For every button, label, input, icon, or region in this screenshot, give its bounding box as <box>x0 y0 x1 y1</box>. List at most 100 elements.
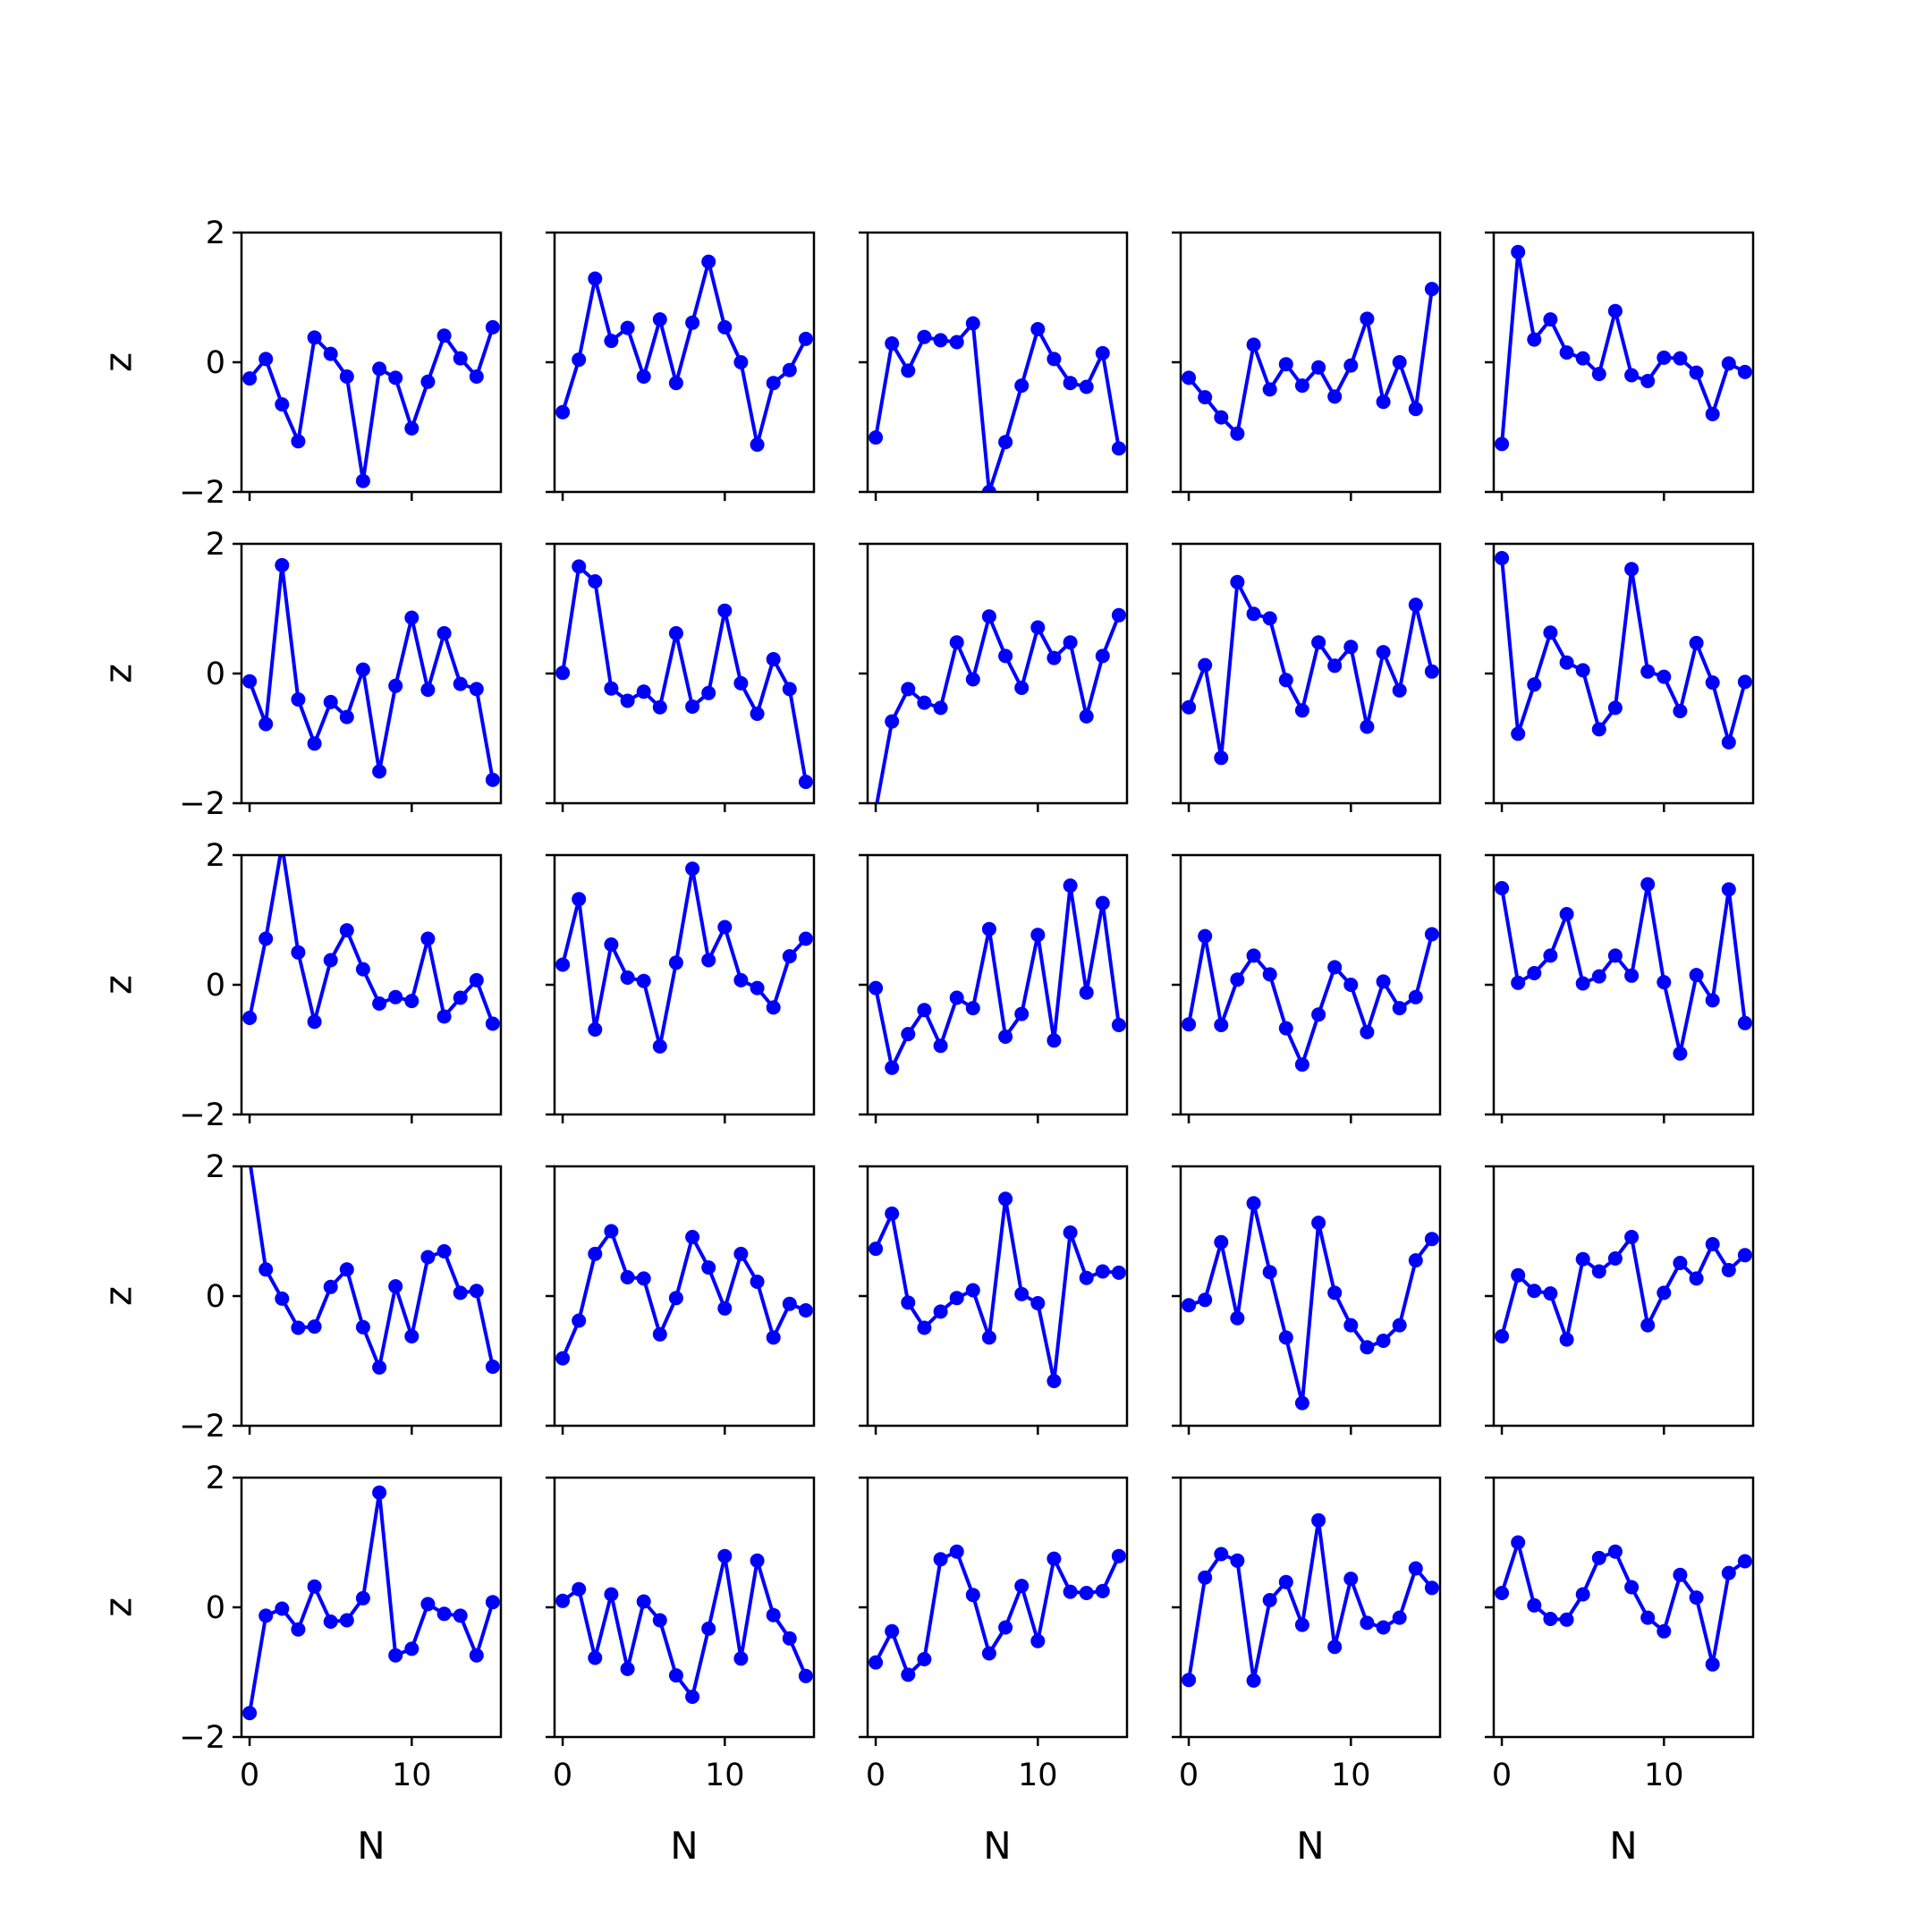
data-point <box>1673 704 1688 718</box>
series-group <box>1495 1230 1752 1347</box>
x-tick-label: 0 <box>1179 1758 1199 1793</box>
y-tick-label: 0 <box>206 657 225 692</box>
data-point <box>766 376 781 391</box>
series-line <box>1500 557 1747 744</box>
series-group <box>1182 927 1439 1072</box>
data-point <box>1511 975 1526 990</box>
data-point <box>323 1279 338 1294</box>
data-point <box>869 980 884 996</box>
data-point <box>668 1668 683 1683</box>
subplot-r1-c1: −2 0 2 z <box>97 216 503 511</box>
data-point <box>604 937 619 952</box>
x-axis-label: N <box>357 1824 385 1868</box>
data-point <box>1689 968 1704 983</box>
data-point <box>1360 719 1375 734</box>
data-point <box>1527 677 1542 692</box>
data-point <box>1079 1586 1094 1600</box>
y-tick-label: 2 <box>206 1149 225 1185</box>
data-point <box>572 892 587 907</box>
data-point <box>998 1620 1013 1635</box>
data-point <box>949 1291 964 1306</box>
data-point <box>1360 311 1375 326</box>
data-point <box>701 685 716 700</box>
y-tick-label: 2 <box>206 527 225 563</box>
data-point <box>372 1485 387 1500</box>
series-group <box>1182 1513 1439 1688</box>
data-point <box>1640 374 1656 388</box>
data-point <box>733 355 749 369</box>
data-point <box>1721 356 1736 371</box>
data-point <box>1705 1657 1720 1672</box>
series-line <box>561 867 808 1048</box>
data-point <box>717 319 733 335</box>
data-point <box>469 972 484 987</box>
data-point <box>1575 663 1590 678</box>
data-point <box>1262 967 1277 982</box>
data-point <box>388 370 403 386</box>
data-point <box>572 1313 587 1328</box>
data-point <box>436 1244 452 1258</box>
data-point <box>1527 1597 1542 1613</box>
y-tick-label: 2 <box>206 216 225 251</box>
data-point <box>1214 1234 1229 1250</box>
data-point <box>1511 1267 1526 1283</box>
data-point <box>933 333 948 348</box>
data-point <box>750 1275 765 1289</box>
data-point <box>1360 1340 1375 1355</box>
data-point <box>1543 948 1558 963</box>
data-point <box>1721 1565 1736 1580</box>
data-point <box>1262 611 1277 626</box>
data-point <box>1559 655 1574 670</box>
y-tick-label: −2 <box>179 1409 225 1445</box>
data-point <box>1624 968 1640 983</box>
series-group <box>1182 574 1439 766</box>
data-point <box>981 1646 996 1661</box>
data-point <box>750 707 765 721</box>
data-point <box>620 970 635 985</box>
data-point <box>1527 1284 1542 1299</box>
x-tick-label: 10 <box>392 1758 432 1793</box>
data-point <box>1721 1263 1736 1277</box>
data-point <box>1495 436 1510 452</box>
data-point <box>572 559 587 574</box>
data-point <box>1198 928 1213 944</box>
data-point <box>1230 426 1245 441</box>
data-point <box>933 1038 948 1054</box>
series-line <box>248 326 495 483</box>
data-point <box>1278 673 1293 688</box>
subplot-r2-c5 <box>1485 542 1755 812</box>
data-point <box>1095 1264 1110 1279</box>
data-point <box>1591 722 1606 737</box>
data-point <box>798 1668 813 1683</box>
data-point <box>933 1552 948 1567</box>
data-point <box>1230 1310 1245 1326</box>
data-point <box>1543 625 1558 640</box>
data-point <box>485 1595 500 1610</box>
data-point <box>998 1191 1013 1207</box>
data-point <box>1311 1216 1326 1231</box>
data-point <box>339 709 354 724</box>
data-point <box>307 1579 322 1594</box>
data-point <box>453 1608 468 1623</box>
y-axis-label: z <box>97 1286 140 1306</box>
series-line <box>561 1229 807 1360</box>
data-point <box>1607 303 1623 318</box>
data-point <box>1343 1318 1359 1333</box>
data-point <box>1095 648 1110 664</box>
data-point <box>1607 700 1623 716</box>
series-group <box>555 559 813 790</box>
data-point <box>1327 960 1343 975</box>
data-point <box>307 1014 322 1030</box>
data-point <box>388 1648 403 1663</box>
data-point <box>1737 674 1752 690</box>
data-point <box>275 1601 290 1616</box>
data-point <box>291 1320 306 1335</box>
data-point <box>1294 378 1309 394</box>
data-point <box>636 1594 651 1609</box>
data-point <box>981 1330 996 1345</box>
data-point <box>1198 1292 1213 1308</box>
data-point <box>1721 734 1736 750</box>
data-point <box>1495 1329 1510 1343</box>
data-point <box>1376 1334 1391 1348</box>
x-tick-label: 10 <box>1644 1758 1684 1793</box>
